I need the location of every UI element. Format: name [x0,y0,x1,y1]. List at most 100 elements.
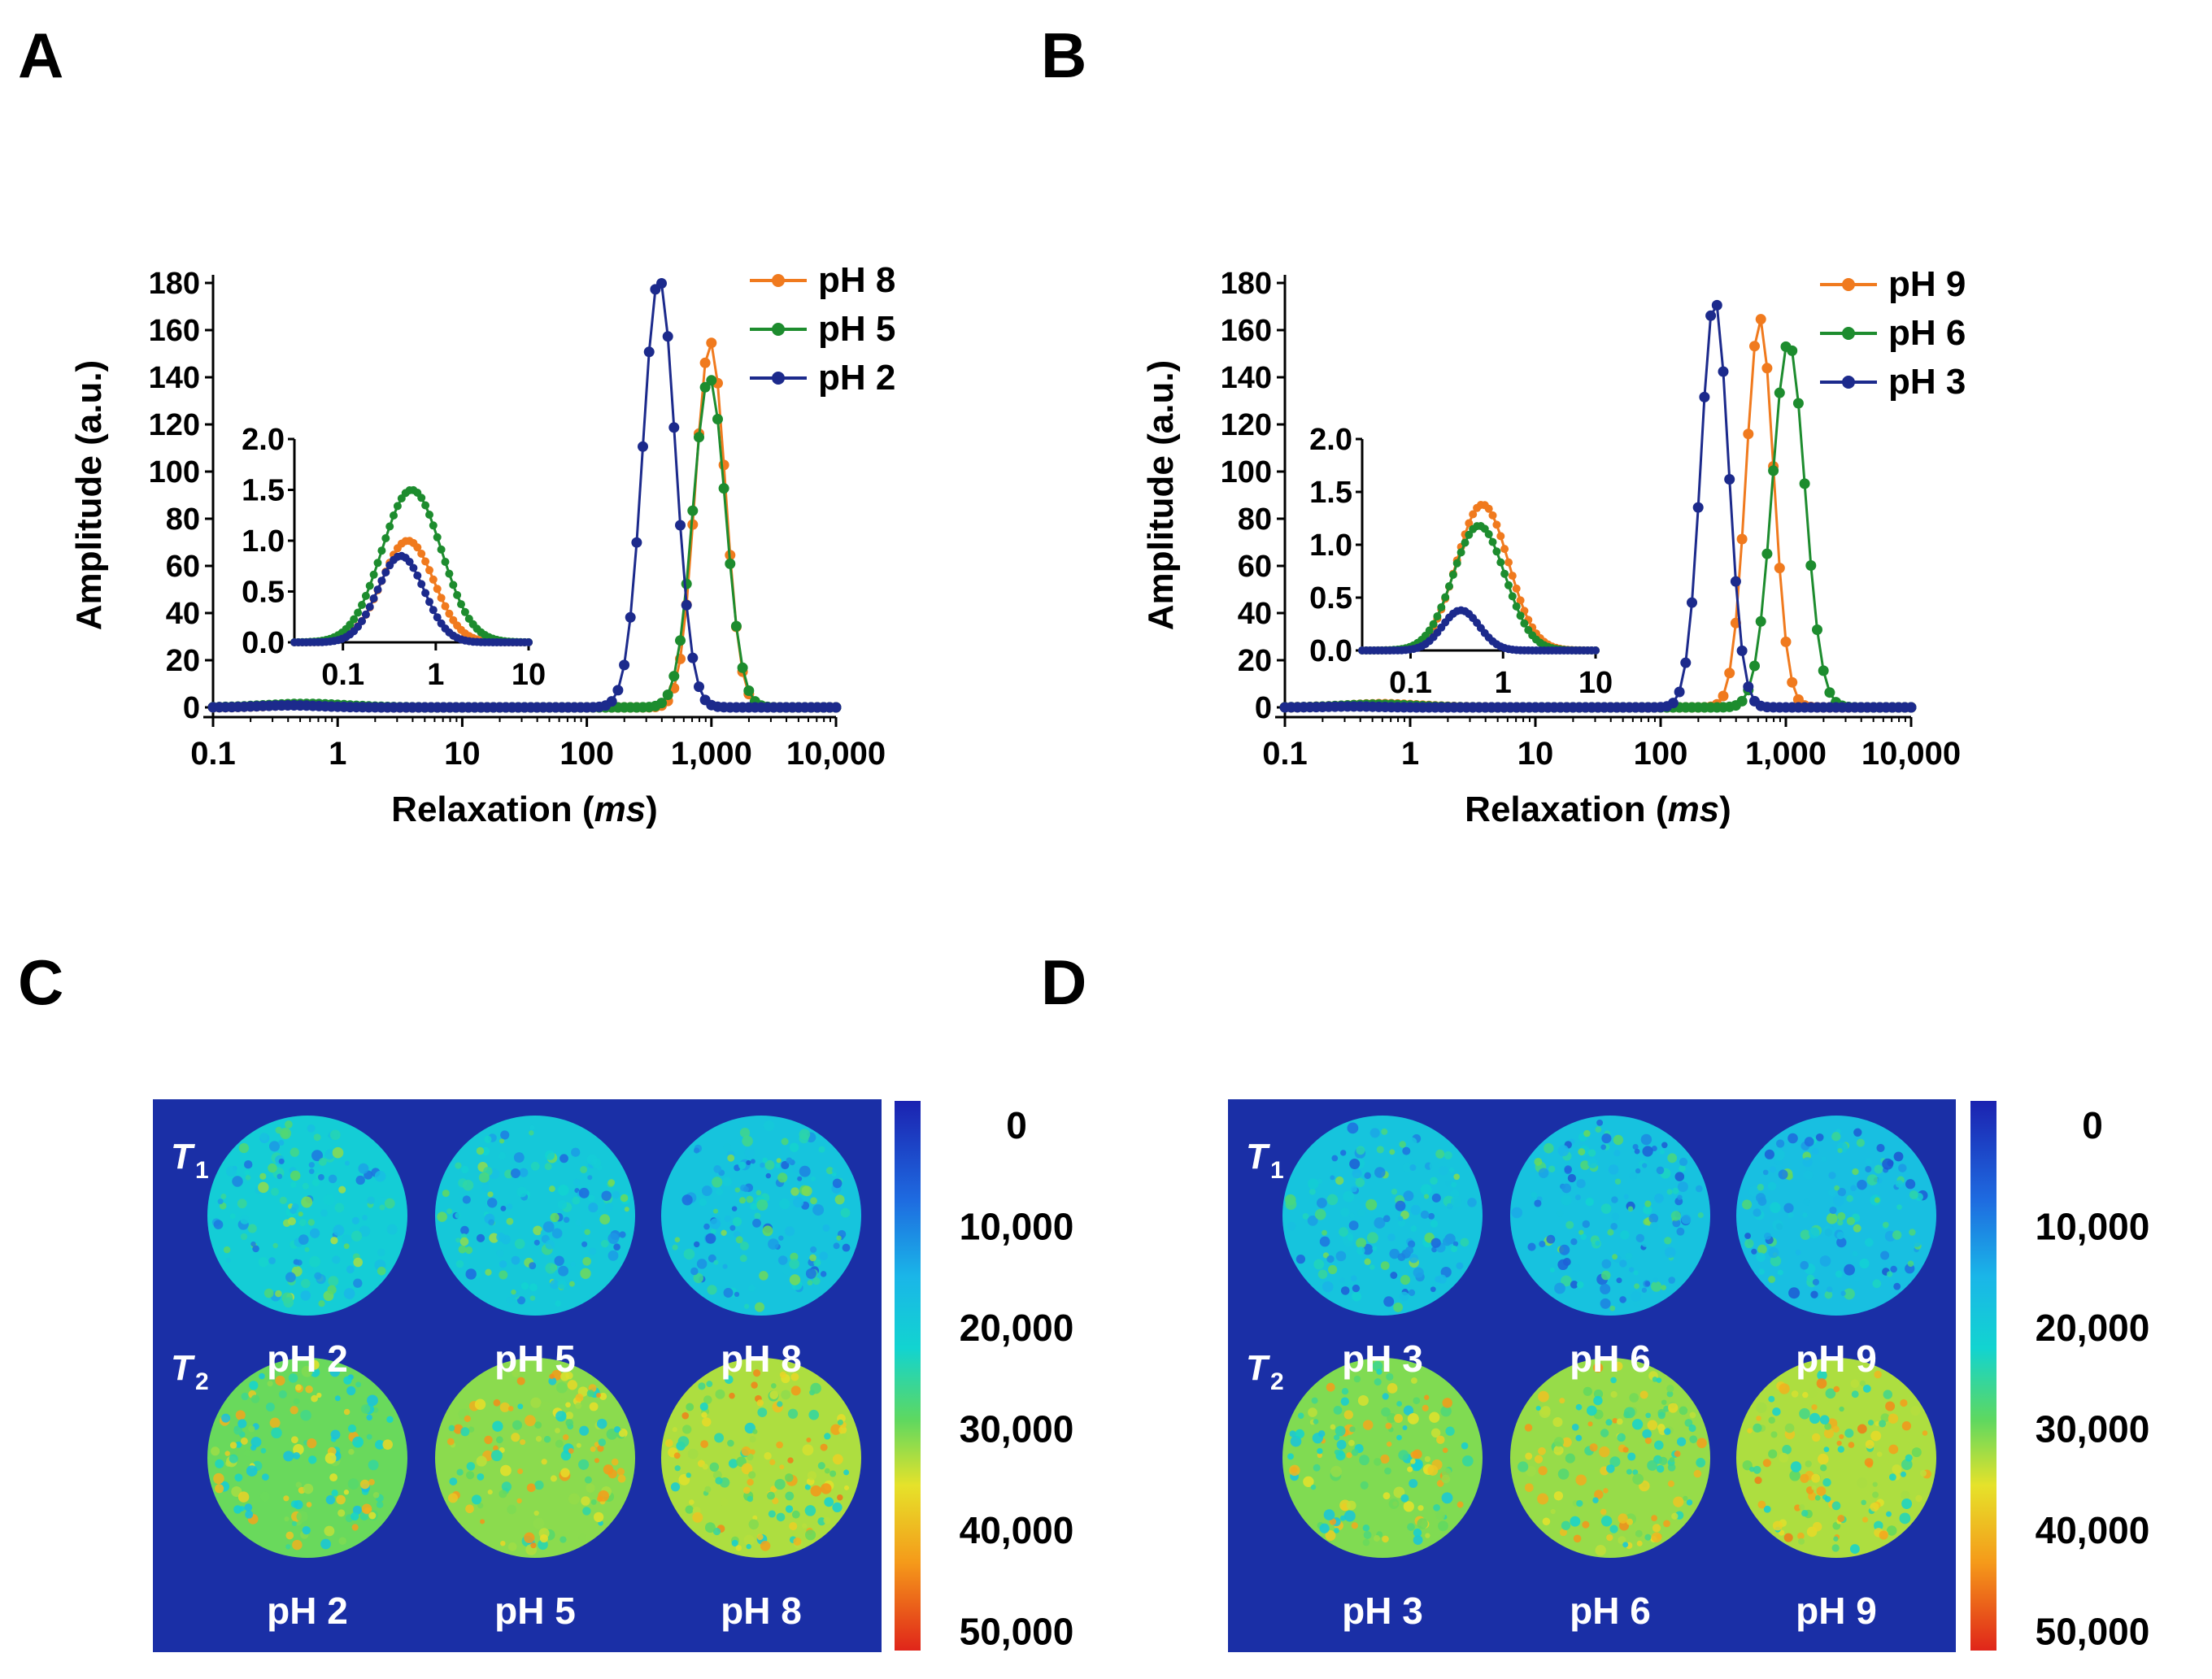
speckle [1456,1262,1464,1270]
speckle [1824,1290,1833,1299]
speckle [284,1516,290,1522]
inset-data-point [381,534,390,542]
speckle [613,1426,621,1433]
speckle [481,1183,490,1192]
speckle [1589,1443,1598,1452]
data-point [1749,341,1760,352]
speckle [499,1402,510,1412]
speckle [589,1402,599,1411]
speckle [739,1127,751,1138]
speckle [764,1159,775,1170]
speckle [701,1411,708,1418]
speckle [232,1176,243,1187]
inset-data-point [390,511,398,520]
speckle [1387,1233,1396,1242]
speckle [832,1502,843,1512]
speckle [1549,1267,1555,1272]
speckle [712,1177,723,1188]
speckle [307,1366,313,1372]
speckle [544,1163,552,1171]
y-tick-label: 80 [1238,502,1272,537]
speckle [599,1392,607,1400]
speckle [588,1194,595,1202]
speckle [487,1198,498,1208]
inset-data-point [437,594,446,602]
speckle [1823,1428,1834,1439]
speckle [1892,1464,1902,1474]
speckle [1413,1267,1424,1278]
speckle [591,1490,599,1498]
speckle [446,1208,453,1215]
speckle [1391,1188,1398,1195]
speckle [787,1408,799,1419]
speckle [316,1392,322,1398]
inset-data-point [457,600,465,609]
speckle [1652,1277,1659,1283]
speckle [1561,1183,1572,1194]
speckle [1412,1368,1418,1375]
panel-label-a: A [18,20,63,91]
speckle [1330,1465,1343,1477]
data-point [662,331,673,342]
speckle [1756,1416,1761,1421]
speckle [478,1172,490,1183]
speckle [1534,1157,1543,1166]
speckle [1819,1255,1831,1267]
speckle [1587,1158,1598,1168]
inset-data-point [369,594,378,602]
speckle [330,1237,338,1245]
speckle [1839,1406,1844,1412]
speckle [1679,1157,1688,1167]
speckle [1353,1375,1361,1383]
speckle [833,1242,840,1250]
speckle [292,1539,303,1551]
speckle [283,1451,294,1462]
speckle [576,1442,581,1448]
speckle [688,1499,695,1505]
speckle [493,1445,499,1451]
speckle [1625,1252,1633,1260]
speckle [550,1212,560,1223]
speckle [1822,1224,1835,1237]
inset-data-point [365,581,374,590]
data-point [1755,314,1766,325]
speckle [594,1458,600,1464]
speckle [1782,1445,1792,1455]
speckle [1787,1211,1794,1218]
speckle [516,1377,525,1385]
data-point [1768,465,1779,476]
colorbar [1970,1101,1996,1651]
inset-data-point [1437,602,1446,611]
speckle [1319,1236,1330,1247]
speckle [1412,1449,1422,1459]
speckle [768,1238,779,1250]
speckle [1857,1477,1868,1489]
speckle [1347,1122,1359,1134]
speckle [1652,1377,1658,1382]
speckle [437,1211,447,1222]
speckle [1777,1269,1783,1276]
speckle [1849,1544,1860,1555]
speckle [1895,1180,1904,1188]
speckle [601,1190,612,1201]
speckle [1665,1246,1676,1259]
speckle [1610,1390,1618,1398]
speckle [534,1421,542,1429]
speckle [1322,1281,1334,1293]
speckle [589,1247,597,1255]
speckle [1390,1272,1398,1279]
speckle [244,1169,250,1176]
speckle [734,1231,741,1238]
colorbar-tick-label: 0 [2082,1104,2103,1146]
speckle [1535,1405,1541,1411]
speckle [776,1512,786,1522]
speckle [1612,1417,1618,1424]
speckle [699,1198,707,1207]
speckle [360,1404,371,1414]
speckle [1339,1227,1348,1237]
speckle [1451,1196,1462,1207]
speckle [309,1228,320,1238]
map-panel-c: T 1T 2pH 2 pH 5 pH 8pH 2 pH 5 pH 8010,00020,00… [153,1099,1073,1653]
speckle [259,1372,265,1380]
speckle [579,1425,590,1436]
